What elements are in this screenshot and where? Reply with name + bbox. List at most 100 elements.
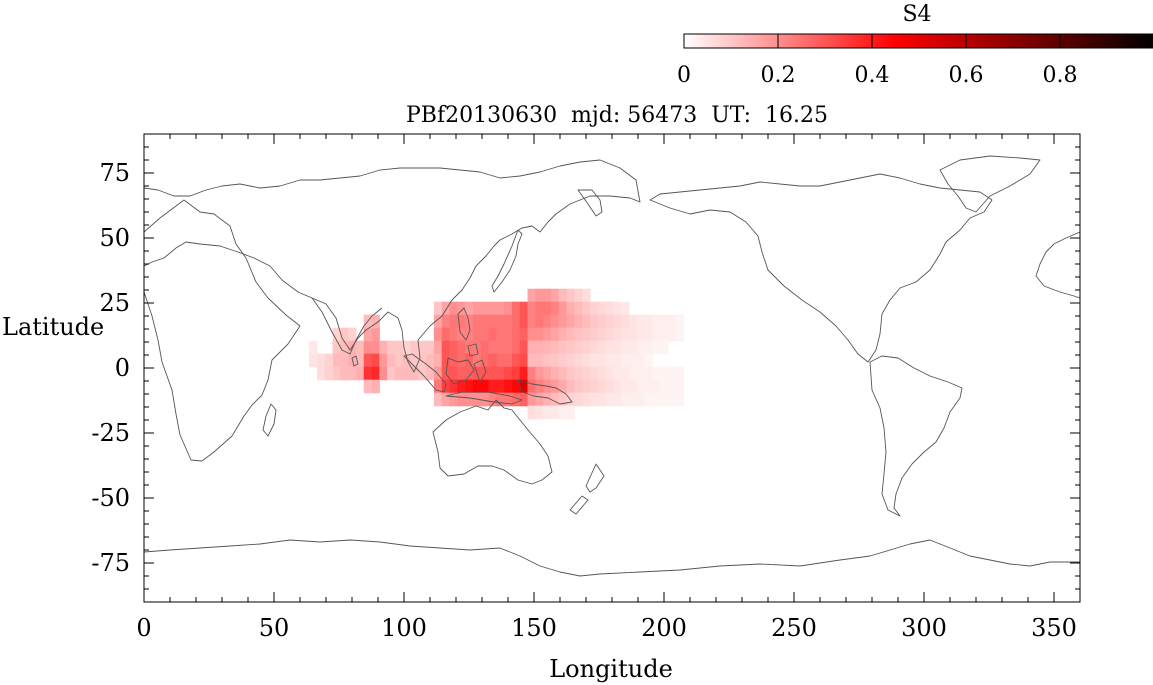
- heatmap-cell: [550, 301, 560, 316]
- heatmap-cell: [660, 392, 669, 407]
- heatmap-cell: [675, 392, 685, 407]
- heatmap-cell: [457, 301, 466, 316]
- heatmap-cell: [394, 340, 404, 355]
- heatmap-cell: [543, 405, 552, 420]
- heatmap-cell: [636, 392, 646, 407]
- heatmap-cell: [582, 366, 591, 381]
- heatmap-cell: [535, 392, 544, 407]
- heatmap-cell: [589, 301, 599, 316]
- heatmap-cell: [644, 379, 653, 394]
- heatmap-cell: [418, 340, 427, 355]
- heatmap-cell: [332, 366, 341, 381]
- heatmap-cell: [574, 379, 583, 394]
- heatmap-cell: [441, 301, 451, 316]
- coastline-new-zealand: [569, 463, 605, 515]
- heatmap-cell: [472, 353, 482, 368]
- heatmap-cell: [363, 340, 373, 355]
- heatmap-cell: [574, 288, 583, 303]
- heatmap-cell: [449, 301, 458, 316]
- heatmap-cell: [519, 314, 529, 329]
- heatmap-cell: [550, 405, 560, 420]
- heatmap-cell: [550, 353, 560, 368]
- heatmap-cell: [465, 353, 474, 368]
- heatmap-cell: [457, 366, 466, 381]
- heatmap-cell: [636, 340, 646, 355]
- heatmap-cell: [582, 340, 591, 355]
- heatmap-cell: [527, 301, 536, 316]
- heatmap-cell: [426, 340, 435, 355]
- heatmap-cell: [644, 340, 653, 355]
- heatmap-cell: [465, 340, 474, 355]
- heatmap-cell: [332, 327, 341, 342]
- heatmap-cell: [441, 314, 451, 329]
- heatmap-cell: [535, 353, 544, 368]
- heatmap-cell: [332, 353, 341, 368]
- heatmap-cell: [457, 353, 466, 368]
- x-axis-label: Longitude: [549, 655, 673, 683]
- heatmap-cell: [660, 366, 669, 381]
- heatmap-cell: [465, 301, 474, 316]
- heatmap-cell: [519, 353, 529, 368]
- heatmap-cell: [511, 340, 521, 355]
- heatmap-cell: [371, 366, 380, 381]
- heatmap-cell: [511, 379, 521, 394]
- heatmap-cell: [535, 301, 544, 316]
- heatmap-cell: [449, 366, 458, 381]
- heatmap-cell: [488, 314, 497, 329]
- heatmap-cell: [371, 353, 380, 368]
- heatmap-cell: [449, 327, 458, 342]
- colorbar-tick-label: 0.8: [1043, 63, 1078, 88]
- heatmap-cell: [543, 353, 552, 368]
- heatmap-cell: [371, 340, 380, 355]
- heatmap-cell: [589, 340, 599, 355]
- heatmap-cell: [402, 366, 412, 381]
- heatmap-cell: [543, 366, 552, 381]
- coastline-philippines: [457, 307, 479, 357]
- heatmap-cell: [574, 314, 583, 329]
- heatmap-cell: [589, 353, 599, 368]
- heatmap-cell: [605, 379, 614, 394]
- heatmap-cell: [472, 379, 482, 394]
- y-tick-label: 50: [99, 224, 130, 252]
- heatmap-cell: [387, 366, 396, 381]
- heatmap-cell: [488, 379, 497, 394]
- coastline-australia: [432, 399, 553, 485]
- chart-title: PBf20130630 mjd: 56473 UT: 16.25: [406, 103, 828, 128]
- heatmap-cell: [340, 353, 349, 368]
- heatmap-cell: [418, 353, 427, 368]
- heatmap-cell: [418, 366, 427, 381]
- heatmap-cell: [543, 301, 552, 316]
- heatmap-cell: [558, 301, 568, 316]
- heatmap-cell: [613, 392, 622, 407]
- y-tick-label: -50: [91, 484, 130, 512]
- heatmap-cell: [660, 379, 669, 394]
- heatmap-cell: [644, 314, 653, 329]
- x-tick-label: 300: [901, 614, 947, 642]
- heatmap-cell: [660, 340, 669, 355]
- heatmap-cell: [449, 379, 458, 394]
- heatmap-cell: [621, 301, 630, 316]
- heatmap-cell: [589, 392, 599, 407]
- heatmap-cell: [363, 327, 373, 342]
- heatmap-cell: [628, 327, 638, 342]
- heatmap-cell: [379, 353, 388, 368]
- heatmap-cell: [355, 353, 365, 368]
- heatmap-cell: [589, 314, 599, 329]
- heatmap-cell: [504, 366, 513, 381]
- heatmap-cell: [566, 314, 575, 329]
- heatmap-cell: [340, 366, 349, 381]
- heatmap-cell: [309, 353, 318, 368]
- heatmap-cell: [543, 327, 552, 342]
- heatmap-cell: [644, 353, 653, 368]
- heatmap-cell: [465, 379, 474, 394]
- heatmap-cell: [613, 353, 622, 368]
- heatmap-cell: [527, 353, 536, 368]
- heatmap-cell: [371, 379, 380, 394]
- heatmap-cell: [527, 405, 536, 420]
- heatmap-cell: [628, 314, 638, 329]
- heatmap-cell: [511, 314, 521, 329]
- heatmap-cell: [535, 314, 544, 329]
- heatmap-cell: [519, 366, 529, 381]
- coastline-eurasia: [144, 159, 641, 373]
